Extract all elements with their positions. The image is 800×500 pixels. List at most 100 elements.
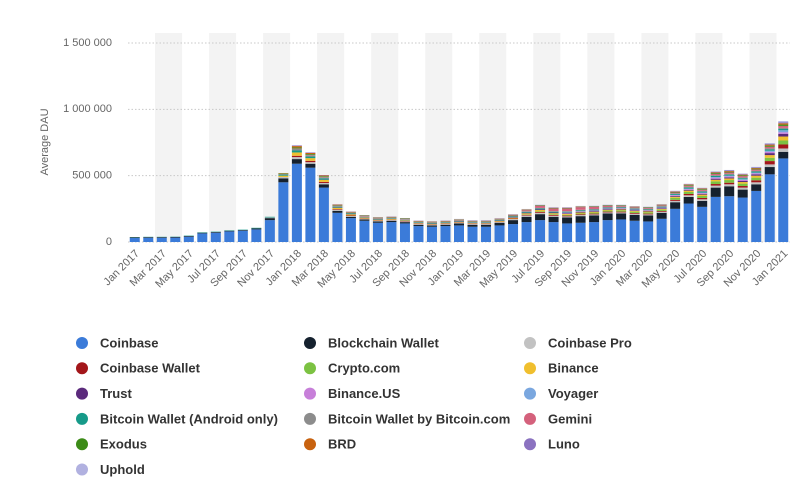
bar-segment <box>386 220 397 221</box>
bar-segment <box>251 228 262 230</box>
bar-segment <box>643 212 654 214</box>
column-band <box>209 33 237 242</box>
bar-segment <box>764 151 775 154</box>
bar-segment <box>332 212 343 242</box>
legend-label: Exodus <box>100 437 147 452</box>
legend-marker <box>524 337 536 349</box>
y-tick-label: 1 000 000 <box>63 103 112 115</box>
bar-segment <box>481 224 492 227</box>
bar-segment <box>710 187 721 197</box>
legend-marker <box>524 362 536 375</box>
legend-marker <box>524 387 536 400</box>
bar-segment <box>372 218 383 220</box>
bar-segment <box>616 212 627 214</box>
bar-segment <box>548 213 559 215</box>
bar-segment <box>562 217 573 224</box>
bar-segment <box>697 188 708 190</box>
bar-segment <box>345 215 356 217</box>
bar-segment <box>764 150 775 152</box>
bar-segment <box>589 211 600 212</box>
bar-segment <box>656 208 667 209</box>
legend-label: Trust <box>100 386 132 401</box>
y-tick-label: 500 000 <box>72 170 112 182</box>
bar-segment <box>602 209 613 211</box>
bar-segment <box>764 146 775 149</box>
bar-segment <box>183 236 194 242</box>
legend-marker <box>524 438 536 451</box>
bar-segment <box>508 217 519 218</box>
bar-segment <box>643 207 654 209</box>
bar-segment <box>764 161 775 165</box>
bar-segment <box>737 183 748 187</box>
bar-segment <box>197 232 208 234</box>
bar-segment <box>764 157 775 162</box>
bar-segment <box>562 211 573 212</box>
bar-segment <box>224 231 235 242</box>
bar-segment <box>291 147 302 149</box>
bar-segment <box>589 212 600 214</box>
bar-segment <box>481 223 492 224</box>
bar-segment <box>535 207 546 209</box>
bar-segment <box>521 216 532 223</box>
bar-segment <box>602 220 613 242</box>
bar-segment <box>589 210 600 212</box>
bar-segment <box>399 222 410 224</box>
bar-segment <box>548 211 559 213</box>
legend-label: Gemini <box>548 411 592 426</box>
bar-segment <box>737 174 748 175</box>
bar-segment <box>129 238 140 242</box>
bar-segment <box>751 169 762 171</box>
bar-segment <box>670 195 681 197</box>
bar-segment <box>656 208 667 210</box>
bar-segment <box>359 220 370 242</box>
bar-segment <box>778 144 789 149</box>
legend-label: Coinbase <box>100 335 159 350</box>
column-band <box>479 33 507 242</box>
bar-segment <box>670 193 681 194</box>
bar-segment <box>332 210 343 213</box>
legend-label: Binance.US <box>328 386 401 401</box>
bar-segment <box>697 199 708 201</box>
bar-segment <box>737 175 748 177</box>
bar-segment <box>521 211 532 212</box>
bar-segment <box>616 205 627 207</box>
bar-segment <box>764 145 775 147</box>
bar-segment <box>737 189 748 198</box>
bar-segment <box>710 171 721 172</box>
legend-label: Bitcoin Wallet by Bitcoin.com <box>328 411 510 426</box>
bar-segment <box>575 211 586 213</box>
bar-segment <box>778 125 789 128</box>
bar-segment <box>589 213 600 215</box>
bar-segment <box>764 167 775 175</box>
bar-segment <box>291 145 302 147</box>
bar-segment <box>508 219 519 221</box>
bar-segment <box>386 218 397 219</box>
bar-segment <box>737 179 748 181</box>
bar-segment <box>521 214 532 216</box>
bar-segment <box>264 217 275 219</box>
bar-segment <box>751 168 762 170</box>
bar-segment <box>454 225 464 242</box>
bar-segment <box>629 207 640 209</box>
bar-segment <box>575 214 586 216</box>
bar-segment <box>548 208 559 212</box>
bar-segment <box>237 230 248 242</box>
bar-segment <box>602 213 613 221</box>
bar-segment <box>535 211 546 213</box>
bar-segment <box>778 158 789 242</box>
legend-label: Coinbase Pro <box>548 335 632 350</box>
bar-segment <box>521 222 532 242</box>
bar-segment <box>454 222 464 224</box>
bar-segment <box>683 187 694 189</box>
bar-segment <box>197 233 208 242</box>
legend-label: BRD <box>328 437 356 452</box>
bar-segment <box>616 219 627 242</box>
bar-segment <box>508 216 519 218</box>
bar-segment <box>318 175 329 177</box>
bar-segment <box>467 223 478 224</box>
bar-segment <box>291 146 302 148</box>
bar-segment <box>737 176 748 178</box>
bar-segment <box>562 212 573 214</box>
bar-segment <box>710 181 721 185</box>
bar-segment <box>643 214 654 216</box>
